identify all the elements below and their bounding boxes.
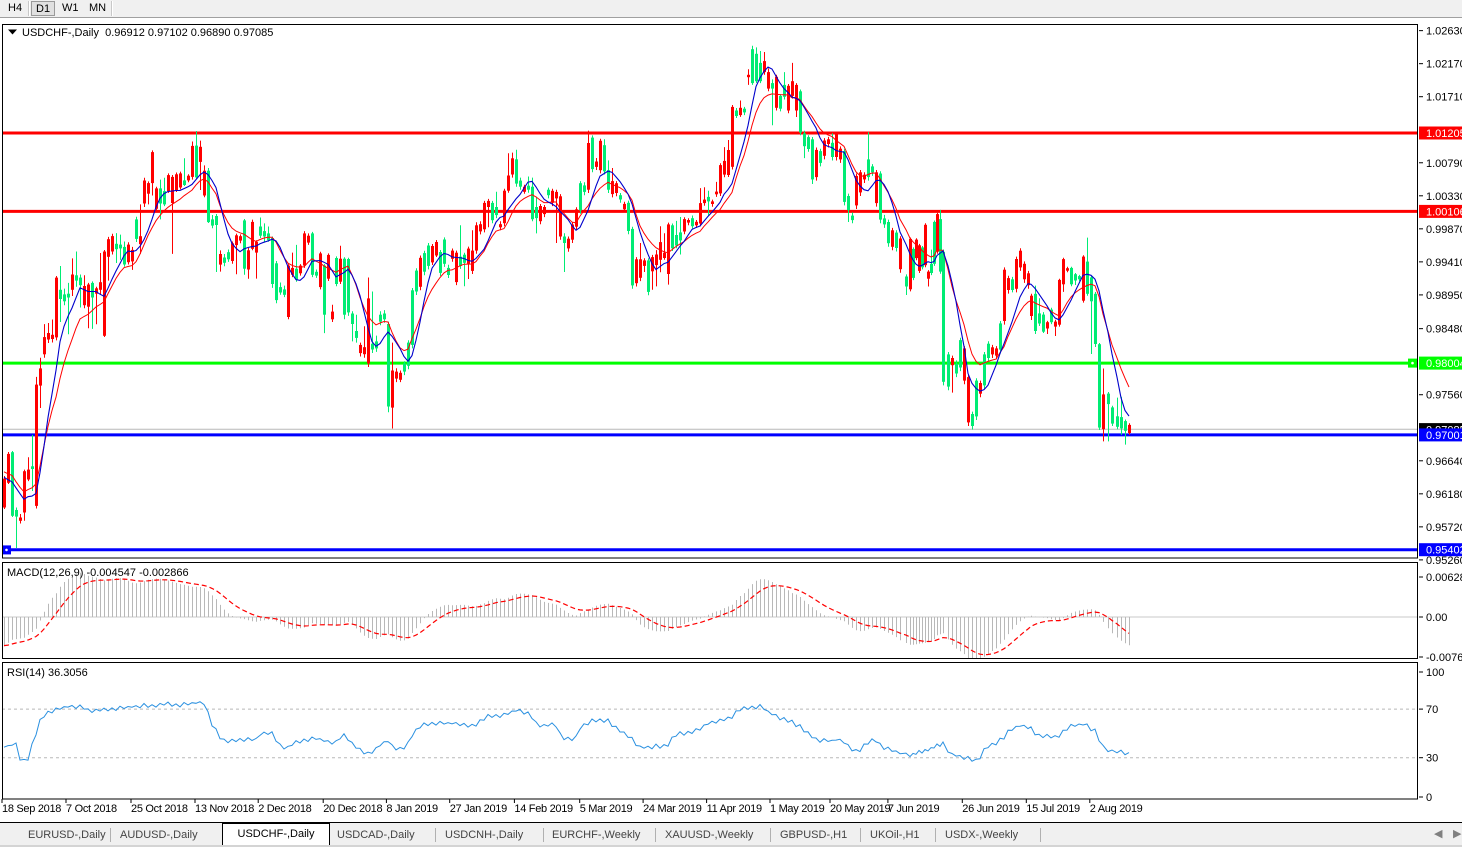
svg-text:18 Sep 2018: 18 Sep 2018	[2, 803, 61, 815]
svg-text:0.98004: 0.98004	[1426, 358, 1462, 370]
svg-text:7 Oct 2018: 7 Oct 2018	[66, 803, 117, 815]
svg-text:5 Mar 2019: 5 Mar 2019	[580, 803, 633, 815]
svg-text:0.95260: 0.95260	[1426, 555, 1462, 567]
svg-text:70: 70	[1426, 704, 1438, 716]
svg-text:2 Aug 2019: 2 Aug 2019	[1090, 803, 1143, 815]
svg-text:13 Nov 2018: 13 Nov 2018	[195, 803, 254, 815]
svg-text:26 Jun 2019: 26 Jun 2019	[962, 803, 1019, 815]
svg-text:1.02170: 1.02170	[1426, 59, 1462, 71]
svg-text:0.96640: 0.96640	[1426, 456, 1462, 468]
svg-text:0.99870: 0.99870	[1426, 224, 1462, 236]
svg-text:1.00106: 1.00106	[1426, 206, 1462, 218]
svg-text:0.95720: 0.95720	[1426, 522, 1462, 534]
svg-text:MACD(12,26,9) -0.004547 -0.002: MACD(12,26,9) -0.004547 -0.002866	[7, 567, 189, 579]
svg-text:USDCHF-,Daily 0.96912 0.97102: USDCHF-,Daily 0.96912 0.97102 0.96890 0.…	[22, 27, 273, 39]
svg-text:15 Jul 2019: 15 Jul 2019	[1026, 803, 1080, 815]
svg-text:30: 30	[1426, 753, 1438, 765]
svg-text:-0.00762: -0.00762	[1426, 652, 1462, 664]
svg-text:11 Apr 2019: 11 Apr 2019	[707, 803, 762, 815]
svg-text:1.01710: 1.01710	[1426, 92, 1462, 104]
svg-text:14 Feb 2019: 14 Feb 2019	[514, 803, 573, 815]
svg-text:0.00: 0.00	[1426, 612, 1447, 624]
svg-text:0.97001: 0.97001	[1426, 430, 1462, 442]
svg-text:1.00790: 1.00790	[1426, 158, 1462, 170]
svg-text:20 May 2019: 20 May 2019	[830, 803, 890, 815]
svg-text:0.97560: 0.97560	[1426, 390, 1462, 402]
svg-text:0.98950: 0.98950	[1426, 290, 1462, 302]
svg-text:1 May 2019: 1 May 2019	[770, 803, 825, 815]
svg-text:100: 100	[1426, 667, 1444, 679]
svg-text:1.01205: 1.01205	[1426, 128, 1462, 140]
svg-text:27 Jan 2019: 27 Jan 2019	[450, 803, 507, 815]
svg-text:0: 0	[1426, 792, 1432, 804]
svg-text:1.00330: 1.00330	[1426, 191, 1462, 203]
svg-text:25 Oct 2018: 25 Oct 2018	[131, 803, 188, 815]
svg-text:0.98480: 0.98480	[1426, 324, 1462, 336]
svg-text:0.006286: 0.006286	[1426, 572, 1462, 584]
svg-text:RSI(14) 36.3056: RSI(14) 36.3056	[7, 667, 88, 679]
svg-text:0.99410: 0.99410	[1426, 257, 1462, 269]
svg-text:0.96180: 0.96180	[1426, 489, 1462, 501]
svg-text:8 Jan 2019: 8 Jan 2019	[386, 803, 438, 815]
svg-text:20 Dec 2018: 20 Dec 2018	[323, 803, 382, 815]
svg-text:7 Jun 2019: 7 Jun 2019	[888, 803, 940, 815]
svg-text:2 Dec 2018: 2 Dec 2018	[258, 803, 311, 815]
svg-text:24 Mar 2019: 24 Mar 2019	[643, 803, 702, 815]
svg-text:0.95402: 0.95402	[1426, 545, 1462, 557]
svg-text:1.02630: 1.02630	[1426, 26, 1462, 38]
